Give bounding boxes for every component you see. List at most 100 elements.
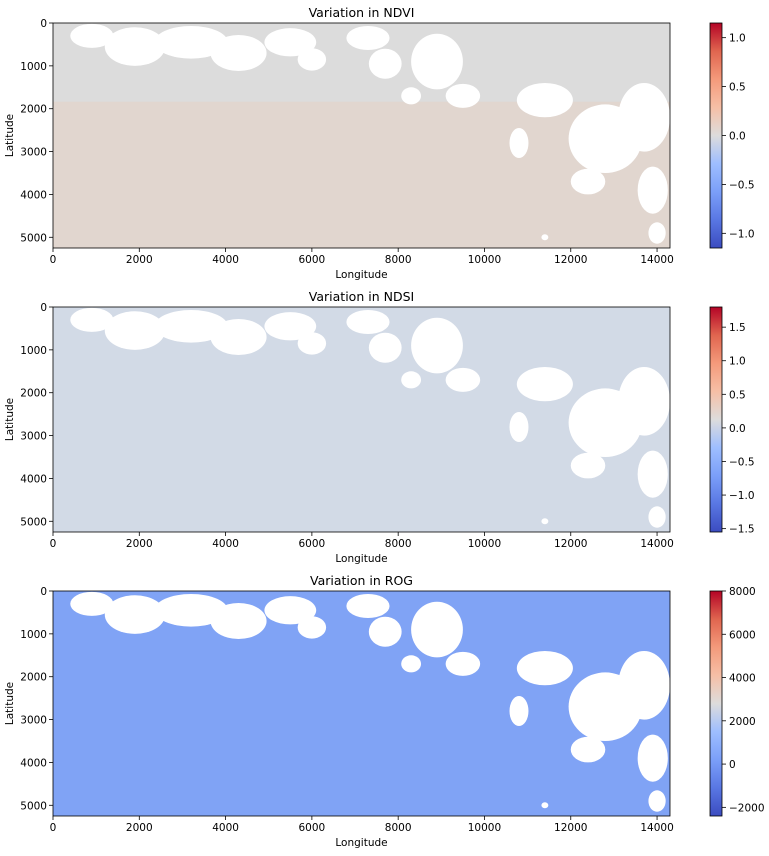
- y-tick-label: 0: [40, 18, 47, 30]
- colorbar-tick-label: −2000: [729, 802, 765, 814]
- y-tick-label: 3000: [20, 147, 47, 159]
- masked-region: [445, 83, 481, 108]
- masked-region: [541, 802, 549, 809]
- y-tick-label: 1000: [20, 345, 47, 357]
- masked-region: [516, 651, 573, 686]
- x-tick-label: 8000: [385, 538, 412, 550]
- masked-region: [104, 27, 166, 66]
- colorbar: [709, 306, 723, 533]
- y-tick-label: 2000: [20, 104, 47, 116]
- y-tick-label: 1000: [20, 61, 47, 73]
- y-tick-label: 5000: [20, 800, 47, 812]
- masked-region: [618, 651, 670, 720]
- masked-region: [516, 367, 573, 402]
- masked-region: [637, 734, 668, 782]
- masked-region: [70, 307, 114, 332]
- colorbar-tick-label: 6000: [729, 629, 756, 641]
- masked-region: [401, 655, 422, 673]
- masked-region: [104, 311, 166, 350]
- colorbar-tick-label: 8000: [729, 586, 756, 598]
- colorbar-tick-label: 0.0: [729, 131, 746, 143]
- x-tick-label: 10000: [468, 822, 501, 834]
- x-tick-label: 12000: [554, 254, 587, 266]
- masked-region: [154, 25, 228, 59]
- chart-title: Variation in NDSI: [309, 289, 414, 304]
- masked-region: [637, 450, 668, 498]
- x-axis-label: Longitude: [335, 837, 387, 849]
- plot-frame: [52, 590, 671, 817]
- masked-region: [570, 168, 606, 195]
- y-tick-label: 5000: [20, 232, 47, 244]
- y-tick-label: 0: [40, 302, 47, 314]
- y-axis-label: Latitude: [4, 114, 16, 157]
- chart-title: Variation in NDVI: [309, 5, 415, 20]
- x-tick-label: 2000: [126, 254, 153, 266]
- colorbar-tick-label: 1.5: [729, 322, 746, 334]
- masked-region: [509, 696, 529, 726]
- x-tick-label: 6000: [299, 822, 326, 834]
- masked-region: [346, 26, 390, 50]
- y-tick-label: 2000: [20, 388, 47, 400]
- x-tick-label: 0: [50, 254, 57, 266]
- masked-region: [618, 83, 670, 152]
- masked-region: [154, 310, 228, 343]
- x-axis-label: Longitude: [335, 553, 387, 565]
- y-tick-label: 4000: [20, 757, 47, 769]
- colorbar-tick-label: −1.5: [729, 524, 755, 536]
- masked-region: [401, 371, 422, 389]
- masked-region: [210, 319, 267, 355]
- masked-region: [541, 518, 549, 525]
- colorbar-tick-label: 0.5: [729, 82, 746, 94]
- masked-region: [618, 367, 670, 436]
- colorbar: [709, 22, 723, 249]
- y-axis-label: Latitude: [4, 398, 16, 441]
- y-tick-label: 1000: [20, 629, 47, 641]
- masked-region: [541, 234, 549, 241]
- y-axis-label: Latitude: [4, 682, 16, 725]
- masked-region: [509, 128, 529, 158]
- x-tick-label: 0: [50, 538, 57, 550]
- x-tick-label: 4000: [212, 538, 239, 550]
- masked-region: [70, 23, 114, 48]
- colorbar-tick-label: −0.5: [729, 456, 755, 468]
- colorbar-tick-label: −1.0: [729, 490, 755, 502]
- masked-region: [509, 412, 529, 442]
- masked-region: [570, 452, 606, 479]
- masked-region: [297, 332, 327, 355]
- y-tick-label: 3000: [20, 431, 47, 443]
- x-tick-label: 12000: [554, 538, 587, 550]
- masked-region: [210, 35, 267, 71]
- x-tick-label: 10000: [468, 538, 501, 550]
- masked-region: [648, 222, 666, 244]
- x-tick-label: 14000: [640, 254, 673, 266]
- masked-region: [648, 506, 666, 528]
- heatmap-tint: [53, 101, 670, 248]
- masked-region: [210, 603, 267, 639]
- masked-region: [648, 790, 666, 812]
- masked-region: [570, 736, 606, 763]
- masked-region: [264, 28, 317, 57]
- plot-frame: [52, 22, 671, 249]
- masked-region: [104, 595, 166, 634]
- colorbar-tick-label: 2000: [729, 716, 756, 728]
- x-tick-label: 6000: [299, 254, 326, 266]
- masked-region: [637, 166, 668, 214]
- y-tick-label: 4000: [20, 189, 47, 201]
- masked-region: [411, 33, 463, 90]
- colorbar: [709, 590, 723, 817]
- x-tick-label: 14000: [640, 822, 673, 834]
- masked-region: [346, 310, 390, 334]
- colorbar-tick-label: 4000: [729, 673, 756, 685]
- x-tick-label: 14000: [640, 538, 673, 550]
- y-tick-label: 0: [40, 586, 47, 598]
- masked-region: [516, 83, 573, 118]
- y-tick-label: 4000: [20, 473, 47, 485]
- x-tick-label: 8000: [385, 822, 412, 834]
- colorbar-tick-label: −1.0: [729, 228, 755, 240]
- masked-region: [401, 87, 422, 105]
- x-tick-label: 4000: [212, 822, 239, 834]
